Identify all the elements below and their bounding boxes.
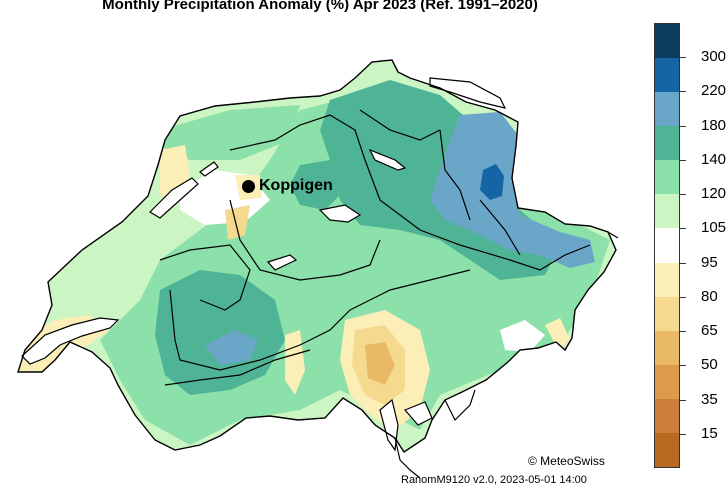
lake-neuchatel [149, 177, 199, 219]
precipitation-map [17, 59, 619, 479]
legend-segment [655, 262, 679, 297]
regional-boundaries [159, 109, 591, 386]
legend-tick-mark [680, 262, 686, 264]
legend-tick-mark [680, 331, 686, 333]
boundary-east-2 [479, 199, 521, 256]
legend-segment [655, 58, 679, 93]
boundary-ne [359, 109, 441, 141]
legend-segment [655, 24, 679, 59]
lake-lucerne [318, 204, 362, 223]
border-fragment-south-1 [394, 437, 421, 479]
legend-segment [655, 364, 679, 399]
national-border [17, 59, 617, 453]
lake-geneva [21, 317, 120, 365]
legend-tick-label: 80 [701, 287, 718, 305]
anomaly-zone-80-95-valais [285, 330, 305, 395]
legend-segment [655, 228, 679, 263]
boundary-valais-south [164, 349, 311, 386]
legend-tick-label: 300 [701, 48, 727, 66]
anomaly-zone-140-180-small [290, 160, 345, 210]
legend-segment [655, 432, 679, 468]
anomaly-field [18, 60, 616, 452]
legend-color-bar [654, 23, 680, 468]
boundary-west [159, 244, 251, 311]
anomaly-zone-180-220-east [430, 112, 595, 268]
legend-tick-label: 140 [701, 150, 727, 168]
border-fragment-east [607, 231, 619, 239]
legend-segment [655, 160, 679, 195]
legend-tick-mark [680, 296, 686, 298]
outside-borders [394, 231, 619, 479]
anomaly-zone-180-220-south [205, 330, 258, 365]
lake-bienne [199, 161, 219, 177]
legend-tick-label: 65 [701, 322, 718, 340]
version-text: RanomM9120 v2.0, 2023-05-01 14:00 [401, 474, 587, 486]
boundary-alps-north [229, 199, 381, 281]
legend-tick-mark [680, 57, 686, 59]
anomaly-zone-140-180-south [155, 270, 285, 395]
lake-zurich [368, 148, 407, 171]
boundary-valais [169, 289, 351, 371]
lakes [21, 77, 507, 452]
lake-thun [266, 254, 298, 271]
legend-tick-mark [680, 194, 686, 196]
border-fragment-south-2 [444, 389, 476, 422]
legend-segment [655, 330, 679, 365]
legend-segment [655, 398, 679, 433]
legend-tick-label: 220 [701, 82, 727, 100]
legend-tick-label: 95 [701, 253, 718, 271]
legend-segment [655, 296, 679, 331]
legend-tick-mark [680, 433, 686, 435]
legend-tick-mark [680, 228, 686, 230]
anomaly-zone-120-140-west [160, 105, 300, 160]
anomaly-zone-220-300 [480, 164, 504, 200]
legend-tick-mark [680, 91, 686, 93]
legend-tick-mark [680, 125, 686, 127]
boundary-ticino [349, 269, 471, 311]
boundary-jura-plateau [229, 114, 591, 271]
legend-tick-label: 50 [701, 356, 718, 374]
legend-tick-label: 120 [701, 185, 727, 203]
lake-lugano [403, 401, 433, 426]
legend-tick-label: 15 [701, 424, 718, 442]
station-marker [242, 180, 255, 193]
legend-segment [655, 92, 679, 127]
map-title: Monthly Precipitation Anomaly (%) Apr 20… [102, 0, 538, 13]
copyright-text: © MeteoSwiss [528, 454, 605, 468]
legend-segment [655, 126, 679, 161]
station-label: Koppigen [259, 177, 333, 194]
anomaly-zone-65-80-jura [225, 205, 250, 240]
anomaly-zone-50-65-ticino [365, 342, 395, 385]
legend-tick-label: 180 [701, 116, 727, 134]
anomaly-zone-95-105-east [500, 320, 545, 352]
legend-tick-mark [680, 365, 686, 367]
boundary-east-1 [439, 129, 471, 221]
lake-constance [429, 77, 507, 109]
legend-segment [655, 194, 679, 229]
legend-tick-label: 35 [701, 390, 718, 408]
anomaly-zone-80-95-misox [545, 318, 570, 350]
legend-tick-mark [680, 159, 686, 161]
legend-tick-mark [680, 399, 686, 401]
legend-tick-label: 105 [701, 219, 727, 237]
